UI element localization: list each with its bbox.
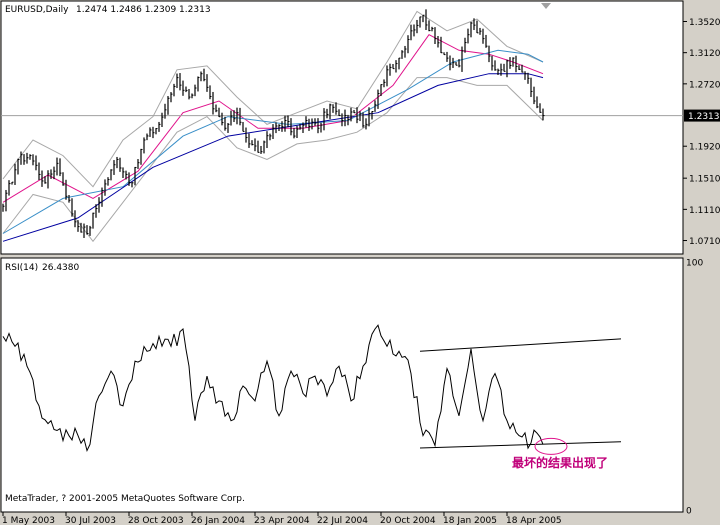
time-tick-label: 28 Oct 2003 <box>128 516 184 525</box>
rsi-series <box>2 324 544 452</box>
copyright-text: MetaTrader, ? 2001-2005 MetaQuotes Softw… <box>5 494 245 504</box>
rsi-trendlines <box>419 338 622 449</box>
price-tick-label: 1.3120 <box>689 49 720 59</box>
price-tick-label: 1.1110 <box>689 206 720 216</box>
price-tick-label: 1.1920 <box>689 143 720 153</box>
time-tick-label: 18 Jan 2005 <box>443 516 497 525</box>
rsi-value: 26.4380 <box>42 263 79 273</box>
time-tick-label: 1 May 2003 <box>2 516 55 525</box>
price-series <box>2 9 545 238</box>
annotation-text: 最坏的结果出现了 <box>512 455 608 470</box>
price-tick-label: 1.3520 <box>689 18 720 28</box>
price-axis: 1.3520 1.3120 1.2720 1.2313 1.1920 1.1510 1.11… <box>683 18 720 247</box>
rsi-trendline-2[interactable] <box>419 441 622 449</box>
rsi-label: RSI(14) <box>5 263 38 273</box>
last-price-box <box>684 109 720 122</box>
price-bands <box>2 10 544 243</box>
time-tick-label: 22 Jul 2004 <box>317 516 368 525</box>
time-tick-label: 23 Apr 2004 <box>254 516 310 525</box>
time-axis: 1 May 2003 30 Jul 2003 28 Oct 2003 26 Jan 2… <box>2 512 562 525</box>
chart-title: EURUSD,Daily <box>5 5 69 15</box>
time-tick-label: 20 Oct 2004 <box>380 516 436 525</box>
annotation-circle <box>534 437 568 455</box>
price-tick-label: 1.2720 <box>689 80 720 90</box>
moving-average-3 <box>2 73 544 242</box>
last-price-label: 1.2313 <box>688 112 720 122</box>
rsi-trendline-1[interactable] <box>419 338 622 352</box>
time-tick-label: 18 Apr 2005 <box>506 516 562 525</box>
band-lower <box>2 77 544 243</box>
price-tick-label: 1.1510 <box>689 175 720 185</box>
price-panel[interactable] <box>0 0 684 255</box>
ohlc-header: 1.2474 1.2486 1.2309 1.2313 <box>76 5 211 15</box>
shift-arrow-icon[interactable] <box>541 3 551 9</box>
band-upper <box>2 10 544 188</box>
time-tick-label: 26 Jan 2004 <box>191 516 245 525</box>
rsi-line <box>2 324 544 452</box>
rsi-axis: 100 0 <box>686 259 703 517</box>
rsi-tick-label: 0 <box>686 507 692 517</box>
price-tick-label: 1.0710 <box>689 237 720 247</box>
rsi-panel[interactable] <box>0 257 684 513</box>
time-tick-label: 30 Jul 2003 <box>65 516 116 525</box>
rsi-tick-label: 100 <box>686 259 703 269</box>
